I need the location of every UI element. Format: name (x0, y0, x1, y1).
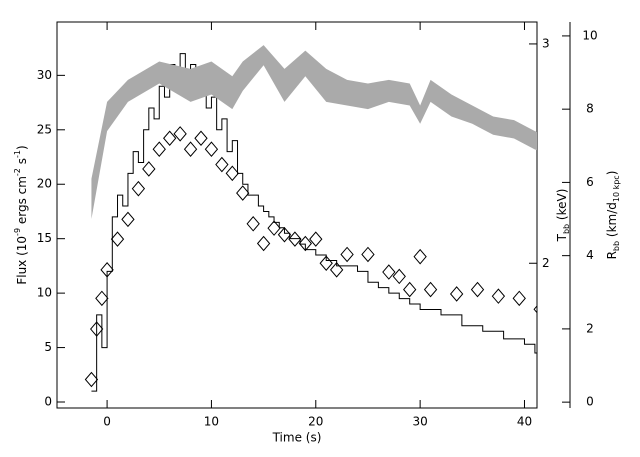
y-tick-label: 20 (37, 177, 52, 191)
x-tick-label: 0 (103, 415, 111, 429)
label-part: ergs cm (15, 176, 29, 228)
temperature-point (298, 235, 313, 252)
temperature-point (403, 281, 417, 298)
temperature-point (491, 288, 506, 304)
temperature-point (533, 305, 537, 314)
x-tick-label: 40 (517, 415, 532, 429)
x-tick-label: 10 (204, 415, 219, 429)
flux-histogram (91, 53, 537, 392)
label-part: 10 kpc (612, 175, 621, 202)
temperature-point (340, 246, 354, 263)
label-part: (km/d (605, 202, 619, 241)
temperature-point (95, 290, 109, 307)
temperature-point (246, 216, 260, 232)
x-axis-label: Time (s) (272, 431, 322, 445)
temperature-point (89, 321, 104, 337)
temperature-point (470, 281, 485, 298)
y-tick-label: 5 (44, 340, 52, 354)
y3-axis-label: Rbb (km/d10 kpc) (605, 171, 621, 260)
temperature-point (131, 180, 146, 197)
x-tick-label: 20 (308, 415, 323, 429)
temperature-point (142, 161, 156, 177)
label-part: T (555, 233, 569, 242)
y-tick-label: 30 (37, 68, 52, 82)
temperature-point (225, 165, 239, 182)
y3-tick-label: 10 (582, 28, 597, 42)
temperature-point (309, 231, 323, 247)
temperature-point (392, 268, 406, 285)
label-part: -9 (13, 228, 22, 236)
label-part: R (605, 251, 619, 259)
y2-tick-label: 3 (542, 36, 550, 50)
temperature-point (183, 141, 198, 157)
temperature-point (121, 211, 135, 228)
y-tick-label: 10 (37, 286, 52, 300)
label-part: Flux (10 (15, 236, 29, 285)
temperature-point (163, 130, 177, 147)
y-tick-label: 25 (37, 122, 52, 136)
label-part: -1 (13, 150, 22, 158)
temperature-point (173, 126, 187, 142)
label-part: s (15, 158, 29, 168)
temperature-point (319, 255, 333, 272)
label-part: ) (15, 145, 29, 150)
temperature-point (267, 220, 281, 236)
temperature-point (361, 246, 375, 263)
y3-tick-label: 0 (586, 395, 594, 409)
y-axis-label: Flux (10-9 ergs cm-2 s-1) (13, 145, 29, 284)
label-part: bb (562, 224, 571, 234)
label-part: (keV) (555, 189, 569, 224)
temperature-point (256, 235, 271, 252)
temperature-point (382, 264, 396, 280)
temperature-point (84, 371, 99, 388)
y2-axis-label: Tbb (keV) (555, 189, 571, 243)
temperature-point (413, 248, 427, 265)
y3-tick-label: 2 (586, 321, 594, 335)
y3-tick-label: 6 (586, 175, 594, 189)
y2-tick-label: 2 (542, 256, 550, 270)
temperature-point (277, 226, 292, 243)
temperature-point (236, 185, 250, 201)
temperature-point (423, 281, 438, 298)
y3-tick-label: 4 (586, 248, 594, 262)
radius-band (91, 45, 537, 220)
plot-frame (56, 21, 538, 409)
label-part: -2 (13, 168, 22, 176)
y-tick-label: 15 (37, 231, 52, 245)
label-part: bb (612, 241, 621, 251)
temperature-point (329, 262, 344, 278)
y-tick-label: 0 (44, 395, 52, 409)
x-tick-label: 30 (412, 415, 427, 429)
y3-tick-label: 8 (586, 102, 594, 116)
label-part: ) (605, 171, 619, 176)
temperature-point (110, 231, 125, 247)
temperature-point (288, 231, 302, 247)
temperature-point (512, 290, 526, 307)
temperature-point (215, 156, 229, 173)
temperature-point (204, 141, 219, 157)
temperature-point (194, 130, 208, 147)
temperature-point (449, 286, 464, 302)
temperature-point (100, 262, 114, 278)
temperature-point (152, 141, 166, 157)
